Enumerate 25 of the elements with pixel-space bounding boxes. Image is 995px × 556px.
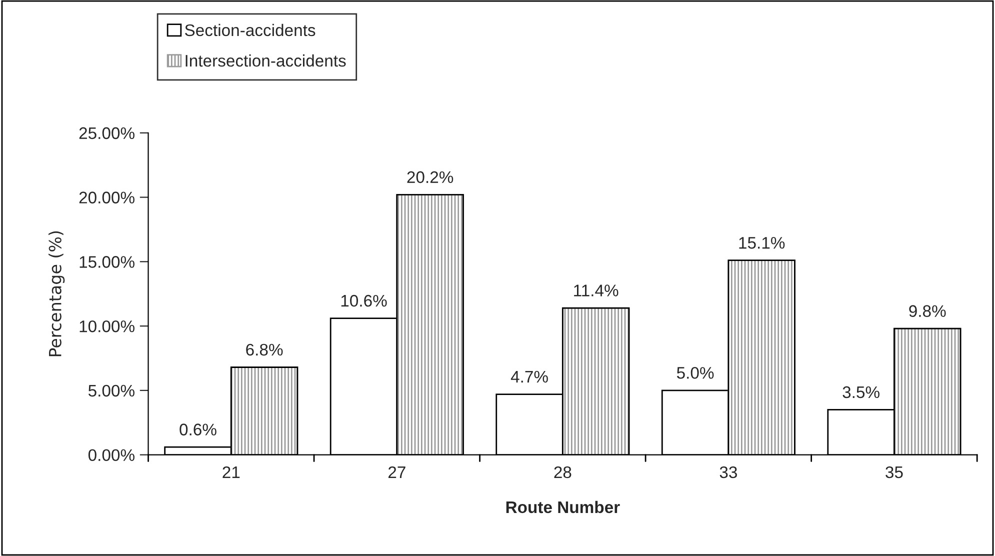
data-label: 9.8% <box>909 305 946 317</box>
y-tick-label: 0.00% <box>88 449 134 462</box>
data-label: 3.5% <box>842 386 880 398</box>
x-tick-label: 28 <box>554 466 572 478</box>
y-tick-label: 15.00% <box>80 256 134 268</box>
legend-label: Intersection-accidents <box>186 54 346 67</box>
data-label: 15.1% <box>739 237 785 249</box>
legend-label: Section-accidents <box>185 24 316 36</box>
data-label: 5.0% <box>676 366 714 379</box>
x-tick-label: 33 <box>720 466 737 478</box>
data-label: 4.7% <box>510 370 548 383</box>
y-tick-label: 5.00% <box>88 384 134 397</box>
data-label: 0.6% <box>180 424 216 436</box>
y-axis-title: Percentage (%) <box>48 231 65 356</box>
data-label: 6.8% <box>246 344 283 356</box>
data-label: 11.4% <box>574 284 618 296</box>
data-label: 10.6% <box>341 294 387 307</box>
y-tick-label: 20.00% <box>79 192 134 204</box>
x-tick-label: 35 <box>886 466 903 478</box>
y-tick-label: 10.00% <box>80 320 134 332</box>
x-axis-title: Route Number <box>506 500 620 514</box>
x-tick-label: 21 <box>222 466 240 478</box>
y-tick-label: 25.00% <box>79 127 134 140</box>
x-tick-label: 27 <box>388 466 406 478</box>
data-label: 20.2% <box>407 171 454 184</box>
